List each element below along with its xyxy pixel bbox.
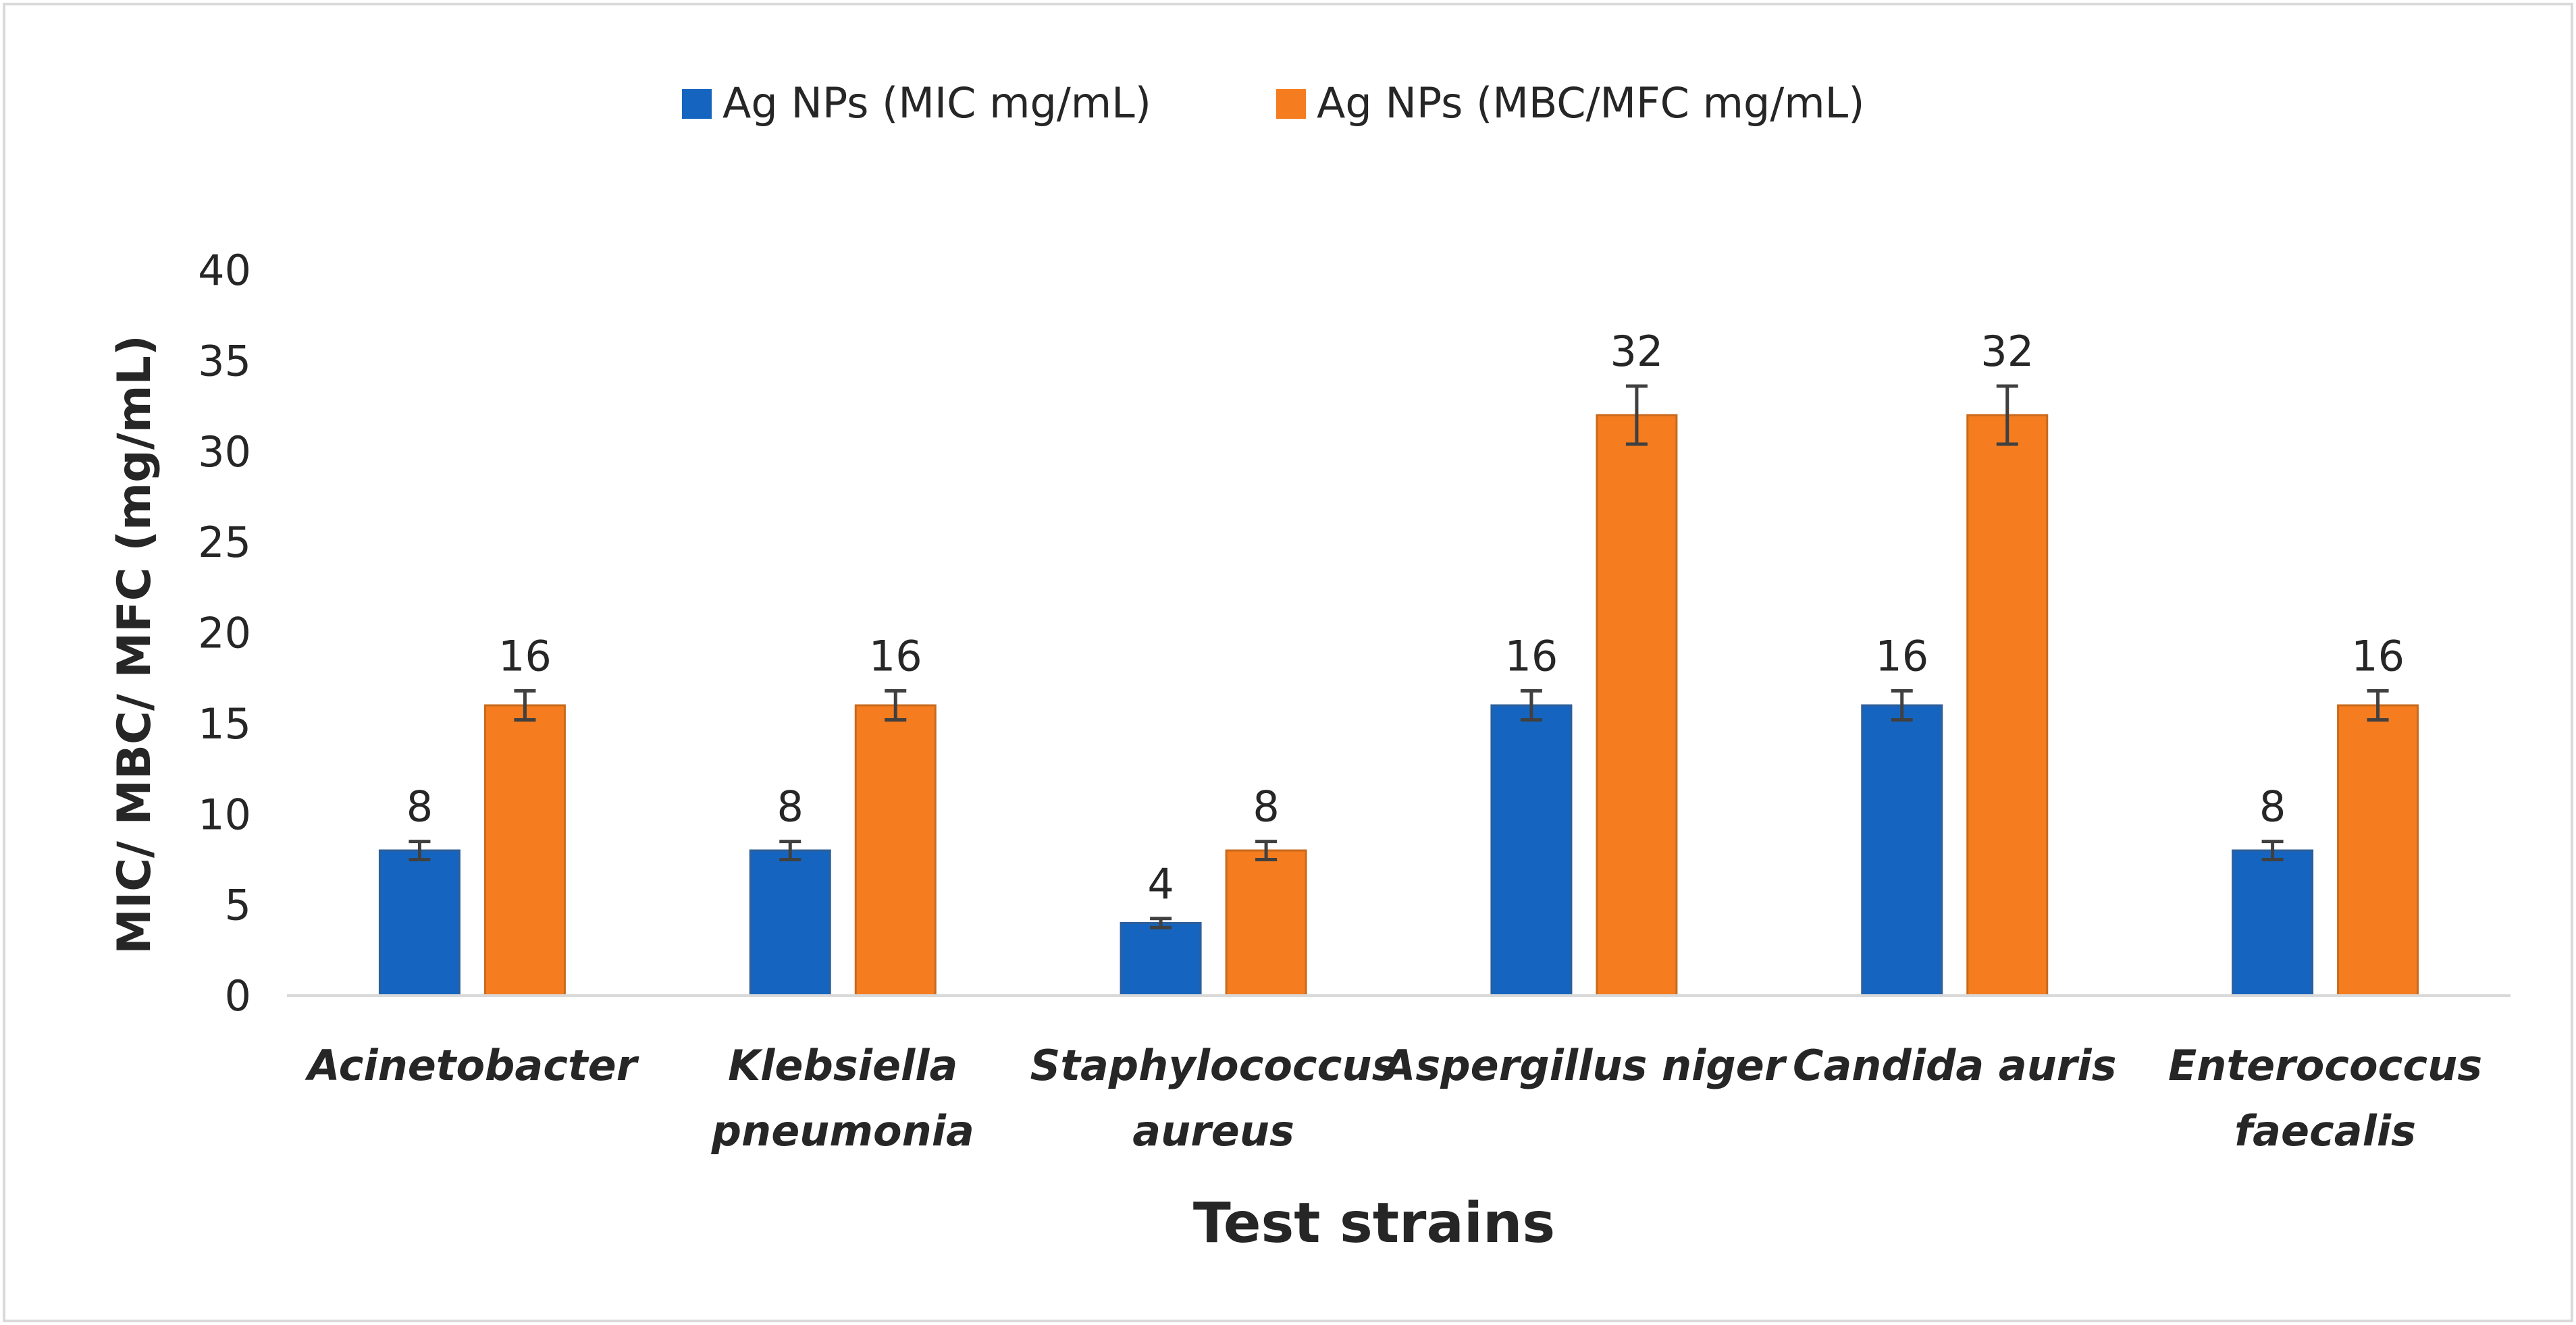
data-label: 4	[1147, 859, 1174, 909]
bar	[1596, 414, 1678, 997]
y-axis: 0 5 10 15 20 25 30 35 40	[198, 246, 251, 1021]
x-axis: Acinetobacter Klebsiella pneumonia Staphylo…	[287, 994, 2511, 1156]
y-tick-label: 30	[198, 427, 251, 477]
x-tick-label: faecalis	[2234, 1106, 2416, 1156]
y-tick-label: 40	[198, 246, 251, 295]
x-tick-label: Candida auris	[1793, 1041, 2117, 1090]
bar	[749, 849, 831, 997]
y-tick-label: 25	[198, 518, 251, 567]
x-tick-label: pneumonia	[711, 1106, 974, 1156]
bars: 8 16 8 16 4 8 16 32 16 32 8 16	[378, 327, 2419, 997]
y-tick-label: 5	[225, 881, 251, 930]
data-label: 16	[1504, 632, 1558, 681]
legend-swatch	[1276, 89, 1306, 119]
x-tick-label: Acinetobacter	[305, 1041, 639, 1090]
y-axis-title: MIC/ MBC/ MFC (mg/mL)	[108, 335, 161, 954]
x-tick-label: Staphylococcus	[1030, 1041, 1397, 1090]
data-label: 32	[1980, 327, 2034, 376]
y-tick-label: 10	[198, 790, 251, 839]
chart-frame	[3, 3, 2573, 1322]
data-label: 16	[2351, 632, 2404, 681]
y-tick-label: 20	[198, 609, 251, 658]
y-tick-label: 15	[198, 699, 251, 749]
bar	[2232, 849, 2314, 997]
legend: Ag NPs (MIC mg/mL) Ag NPs (MBC/MFC mg/mL)	[682, 78, 1864, 128]
data-label: 16	[498, 632, 552, 681]
y-tick-label: 0	[225, 971, 251, 1021]
data-label: 8	[406, 782, 433, 832]
legend-label: Ag NPs (MBC/MFC mg/mL)	[1317, 78, 1864, 128]
data-label: 8	[1253, 782, 1279, 832]
bar	[2337, 704, 2419, 997]
data-label: 16	[869, 632, 922, 681]
bar	[854, 704, 937, 997]
legend-label: Ag NPs (MIC mg/mL)	[722, 78, 1151, 128]
x-tick-label: Klebsiella	[728, 1041, 957, 1090]
legend-swatch	[682, 89, 712, 119]
bar	[483, 704, 566, 997]
data-label: 8	[777, 782, 804, 832]
x-axis-title: Test strains	[1193, 1191, 1555, 1255]
y-tick-label: 35	[198, 336, 251, 385]
data-label: 32	[1610, 327, 1663, 376]
x-tick-label: aureus	[1132, 1106, 1294, 1156]
bar	[1861, 704, 1943, 997]
bar	[1966, 414, 2049, 997]
bar	[378, 849, 461, 997]
bar	[1120, 922, 1202, 997]
x-tick-label: Enterococcus	[2168, 1041, 2482, 1090]
bar	[1490, 704, 1573, 997]
x-tick-label: Aspergillus niger	[1379, 1041, 1787, 1090]
bar	[1225, 849, 1307, 997]
data-label: 16	[1875, 632, 1928, 681]
data-label: 8	[2259, 782, 2286, 832]
